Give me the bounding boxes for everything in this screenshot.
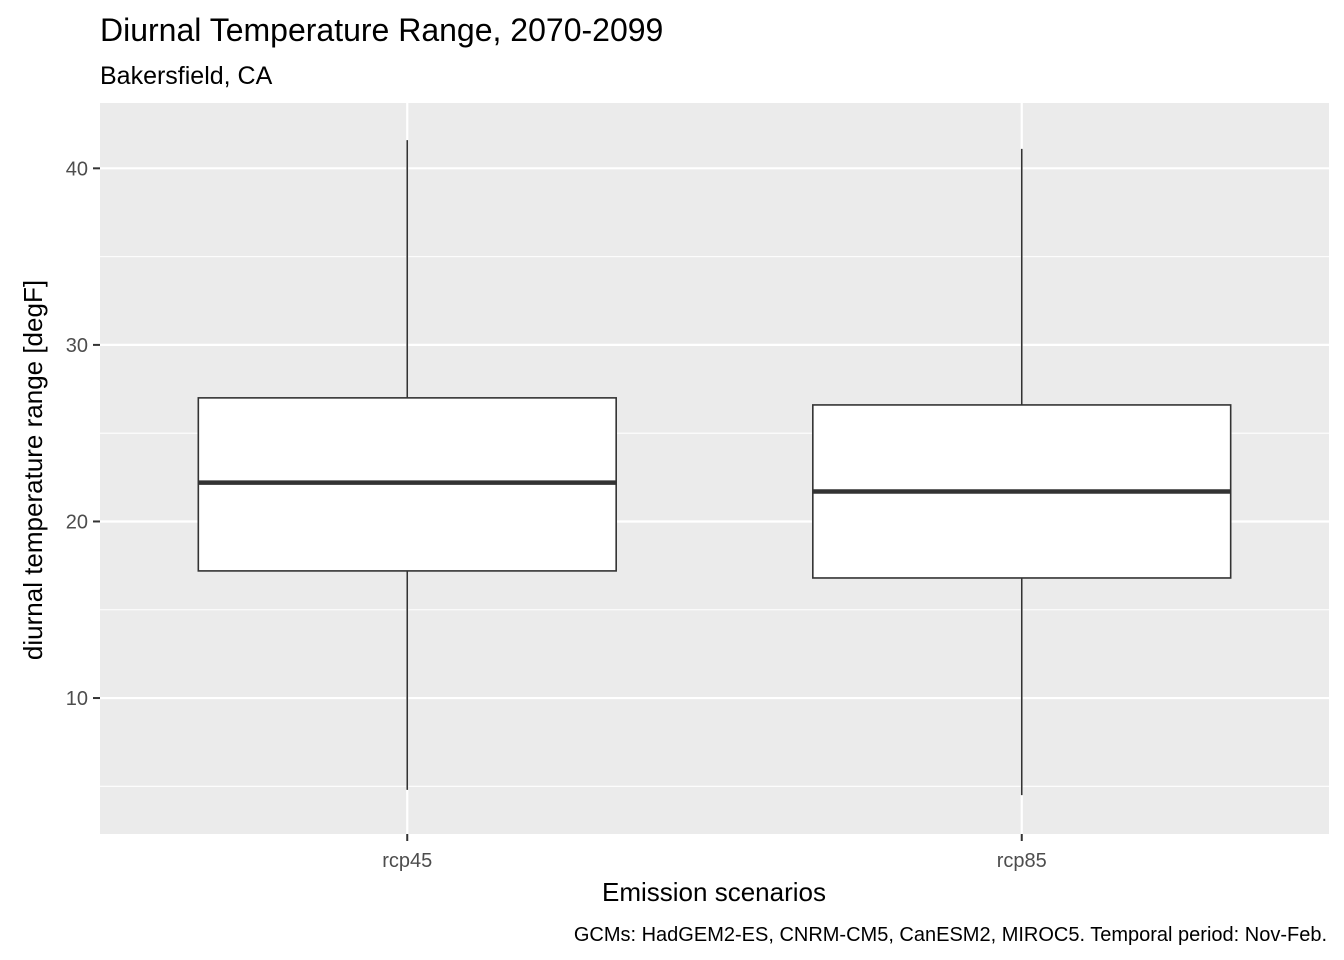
box-layer [197, 140, 1232, 796]
y-tick-label: 10 [66, 688, 88, 710]
y-tick-label: 30 [66, 335, 88, 357]
y-tick-label: 20 [66, 511, 88, 533]
x-tick-label: rcp45 [382, 850, 432, 872]
x-axis: rcp45 rcp85 [382, 834, 1047, 872]
x-axis-title: Emission scenarios [602, 877, 826, 907]
box-rcp85 [812, 148, 1232, 796]
chart-caption: GCMs: HadGEM2-ES, CNRM-CM5, CanESM2, MIR… [574, 924, 1327, 946]
y-axis-title: diurnal temperature range [degF] [18, 280, 48, 660]
chart-title: Diurnal Temperature Range, 2070-2099 [100, 12, 663, 48]
box-rcp45 [197, 140, 617, 790]
y-tick-label: 40 [66, 158, 88, 180]
y-axis: 10 20 30 40 [66, 158, 100, 710]
chart-subtitle: Bakersfield, CA [100, 62, 273, 90]
x-tick-label: rcp85 [997, 850, 1047, 872]
